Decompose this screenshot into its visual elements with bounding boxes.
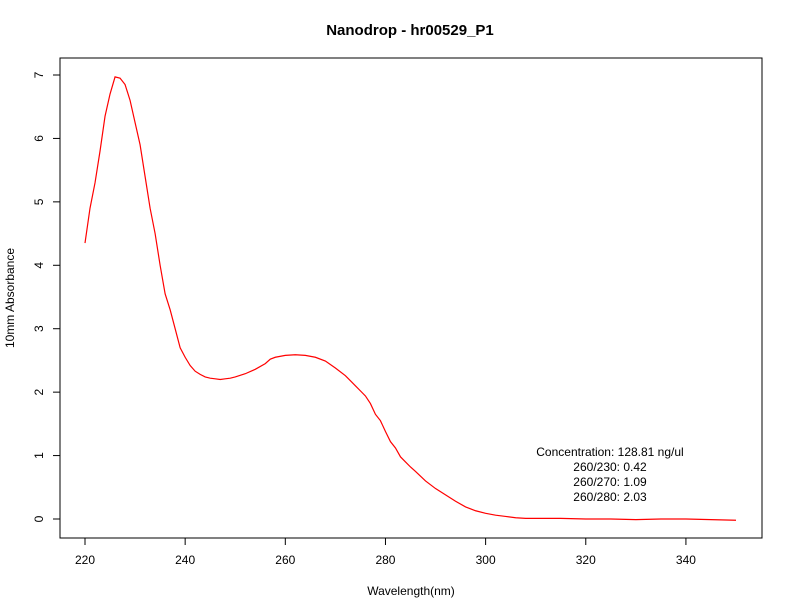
- ratio-260-230-annotation: 260/230: 0.42: [573, 460, 647, 474]
- y-tick-label: 5: [32, 198, 46, 205]
- chart-title: Nanodrop - hr00529_P1: [326, 22, 494, 39]
- ratio-260-280-annotation: 260/280: 2.03: [573, 490, 647, 504]
- absorbance-line: [84, 76, 737, 521]
- y-axis-title: 10mm Absorbance: [3, 248, 17, 348]
- y-tick-label: 1: [32, 452, 46, 459]
- y-tick-label: 4: [32, 262, 46, 269]
- x-tick-label: 240: [175, 553, 195, 567]
- x-tick-label: 320: [576, 553, 596, 567]
- y-axis: 0 1 2 3 4 5 6 7: [32, 71, 60, 522]
- concentration-annotation: Concentration: 128.81 ng/ul: [536, 445, 683, 459]
- y-tick-label: 3: [32, 325, 46, 332]
- ratio-260-270-annotation: 260/270: 1.09: [573, 475, 647, 489]
- y-tick-label: 6: [32, 135, 46, 142]
- plot-frame: [59, 57, 763, 539]
- x-tick-label: 280: [375, 553, 395, 567]
- y-tick-label: 2: [32, 388, 46, 395]
- x-tick-label: 220: [75, 553, 95, 567]
- y-tick-label: 7: [32, 71, 46, 78]
- x-tick-label: 260: [275, 553, 295, 567]
- annotation-block: Concentration: 128.81 ng/ul 260/230: 0.4…: [536, 445, 683, 504]
- y-tick-label: 0: [32, 515, 46, 522]
- x-tick-label: 340: [676, 553, 696, 567]
- x-axis-title: Wavelength(nm): [367, 584, 455, 598]
- x-tick-label: 300: [476, 553, 496, 567]
- x-axis: 220 240 260 280 300 320 340: [75, 538, 696, 567]
